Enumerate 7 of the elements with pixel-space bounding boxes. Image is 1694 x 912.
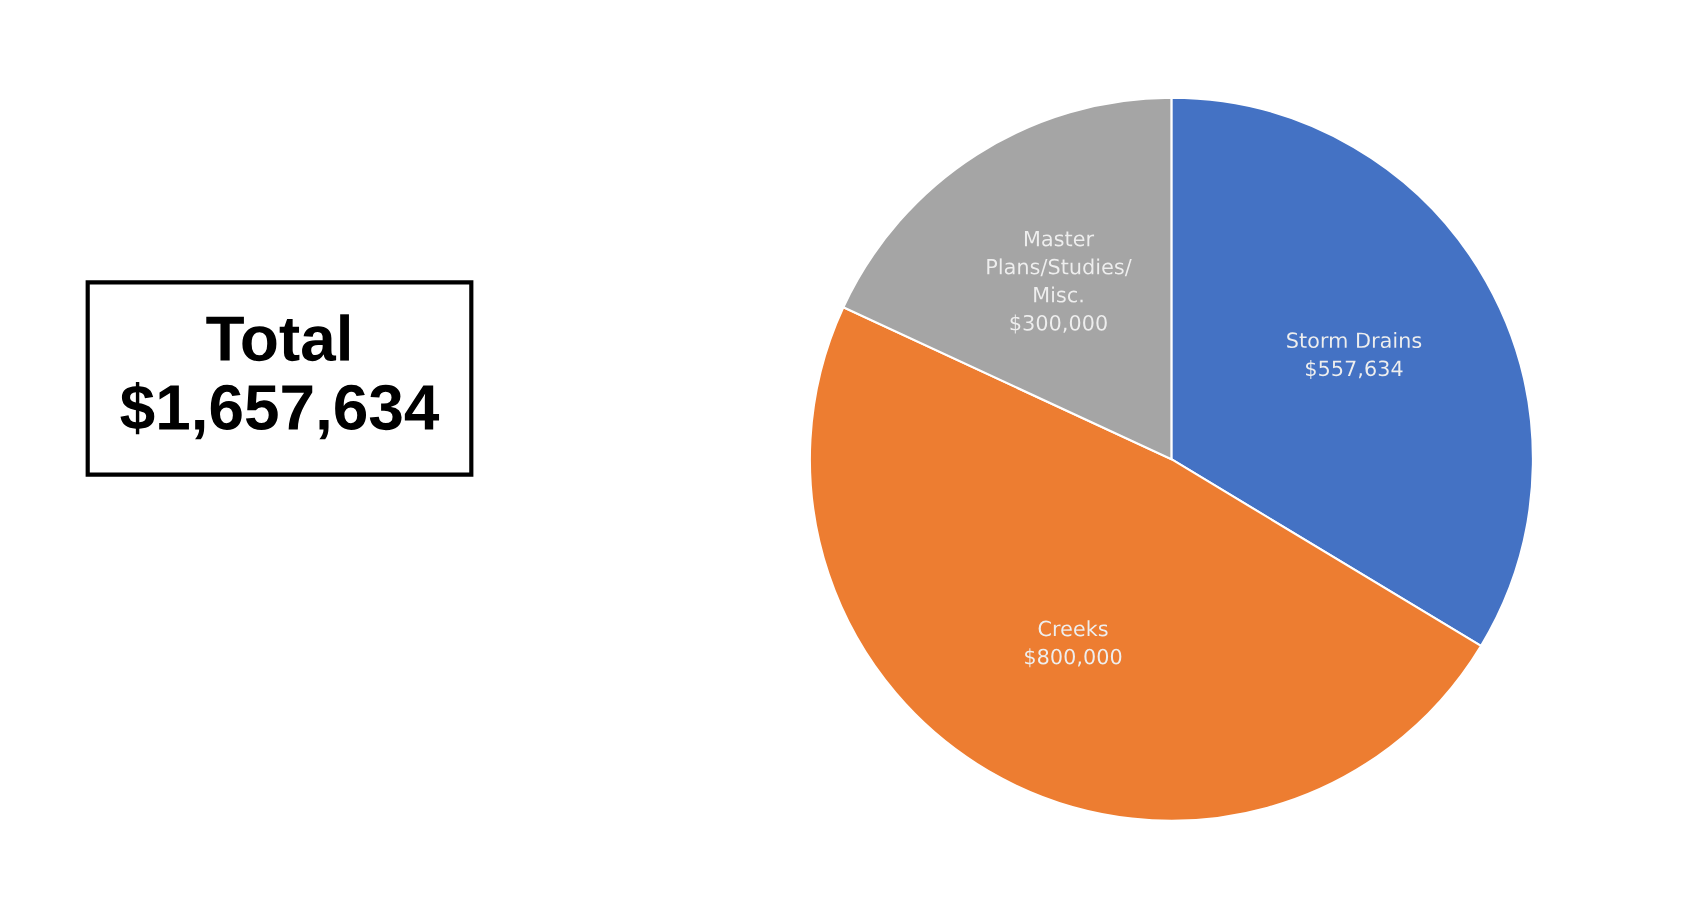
data-label: $557,634 bbox=[1306, 360, 1403, 379]
slice-label: Master Plans/Studies/ Misc. bbox=[987, 230, 1132, 303]
data-label: $300,000 bbox=[1010, 314, 1107, 334]
data-label: $800,000 bbox=[1025, 648, 1122, 668]
text: Total $1,657,634 bbox=[120, 314, 440, 440]
slice-label: Storm Drains bbox=[1287, 331, 1422, 349]
slice-label: Creeks bbox=[1038, 620, 1108, 637]
